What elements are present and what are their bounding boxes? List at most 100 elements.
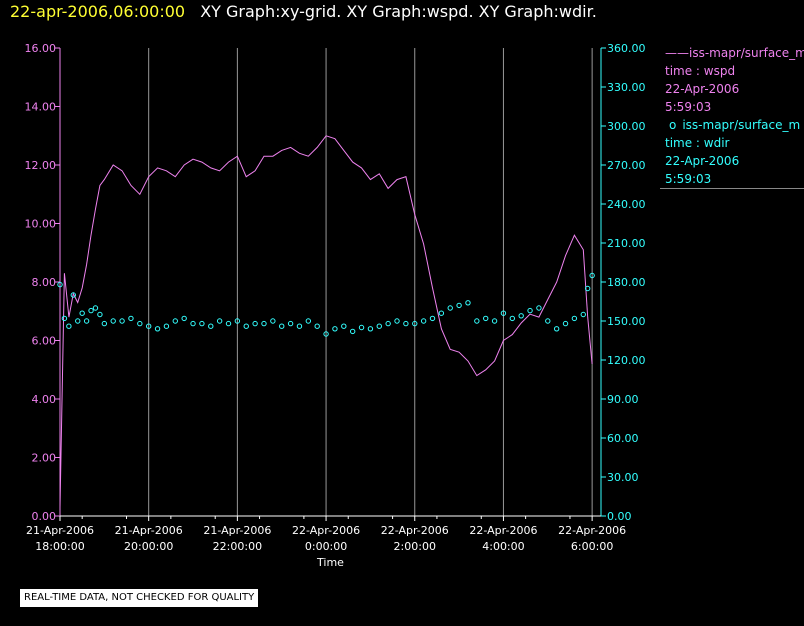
legend-entry-wdir: o iss-mapr/surface_m time : wdir 22-Apr-2… [660,116,804,188]
data-point-wdir [385,320,391,327]
data-point-wdir [208,323,214,329]
data-point-wdir [376,323,382,329]
x-tick-time: 6:00:00 [571,540,613,553]
data-point-wdir [261,320,267,327]
data-point-wdir [181,315,187,322]
axis-layer [55,47,606,521]
data-point-wdir [279,323,285,329]
data-point-wdir [163,323,170,329]
data-point-wdir [57,281,63,288]
data-point-wdir [110,318,116,324]
legend-date: 22-Apr-2006 [665,82,740,96]
left-tick-label: 0.00 [32,510,57,523]
x-tick-time: 22:00:00 [213,540,262,553]
data-point-wdir [341,323,347,329]
right-tick-label: 120.00 [607,354,646,367]
data-point-wdir [584,285,591,292]
data-point-wdir [509,315,516,322]
data-point-wdir [332,326,338,332]
data-point-wdir [500,310,507,316]
legend-series-label: time : wdir [665,136,730,150]
right-tick-label: 60.00 [607,432,639,445]
legend-series-label: time : wspd [665,64,736,78]
right-tick-label: 180.00 [607,276,646,289]
series-layer [57,135,595,508]
x-tick-date: 21-Apr-2006 [26,524,94,537]
x-tick-time: 2:00:00 [394,540,436,553]
data-point-wdir [75,318,81,324]
data-point-wdir [491,318,498,324]
grid-layer [148,48,593,516]
label-layer: 0.00 2.00 4.00 6.00 8.00 10.00 12.00 14.00 16.00… [25,42,646,569]
x-tick-date: 22-Apr-2006 [381,524,449,537]
data-point-wdir [88,307,94,314]
data-point-wdir [349,328,356,335]
data-point-wdir [474,318,480,324]
data-point-wdir [270,318,276,324]
legend-circle-icon: o [669,118,677,132]
data-point-wdir [252,320,258,327]
header-title: XY Graph:xy-grid. XY Graph:wspd. XY Grap… [200,2,597,21]
data-point-wdir [553,326,560,332]
data-point-wdir [429,315,436,322]
legend-date: 22-Apr-2006 [665,154,740,168]
left-tick-label: 2.00 [32,452,57,465]
data-point-wdir [527,307,533,314]
data-point-wdir [571,315,578,322]
data-point-wdir [154,326,161,332]
data-point-wdir [234,318,241,324]
data-point-wdir [190,320,196,327]
legend-separator [660,188,804,189]
data-point-wdir [323,331,329,337]
x-tick-date: 22-Apr-2006 [469,524,537,537]
series-line-wspd [59,135,593,508]
right-tick-label: 300.00 [607,120,646,133]
data-point-wdir [562,320,569,327]
x-tick-time: 20:00:00 [124,540,173,553]
data-point-wdir [92,305,99,311]
header-timestamp: 22-apr-2006,06:00:00 [10,2,186,21]
data-point-wdir [447,305,453,311]
data-point-wdir [518,313,524,319]
data-point-wdir [225,320,232,327]
data-point-wdir [66,323,72,329]
data-point-wdir [358,324,365,331]
legend-time: 5:59:03 [665,100,712,114]
right-tick-label: 0.00 [607,510,632,523]
data-point-wdir [70,292,77,298]
legend-source: iss-mapr/surface_m [682,118,801,132]
data-point-wdir [438,310,445,316]
left-tick-label: 6.00 [32,335,57,348]
data-point-wdir [216,318,223,324]
x-axis-label: Time [316,556,344,569]
left-tick-label: 10.00 [25,218,57,231]
data-point-wdir [465,300,471,306]
data-point-wdir [403,320,409,327]
x-tick-date: 22-Apr-2006 [292,524,360,537]
data-point-wdir [412,320,418,327]
left-tick-label: 12.00 [25,159,57,172]
data-point-wdir [243,323,249,329]
right-tick-label: 240.00 [607,198,646,211]
data-point-wdir [199,320,205,327]
right-tick-label: 330.00 [607,81,646,94]
x-tick-date: 21-Apr-2006 [115,524,183,537]
left-tick-label: 14.00 [25,101,57,114]
legend-line-icon: —— [665,46,689,60]
left-tick-label: 4.00 [32,393,57,406]
legend-source: iss-mapr/surface_m [689,46,804,60]
data-point-wdir [287,320,294,327]
data-point-wdir [145,323,152,329]
data-point-wdir [296,323,303,329]
data-point-wdir [589,272,595,279]
data-point-wdir [483,315,489,322]
x-tick-time: 18:00:00 [35,540,84,553]
data-point-wdir [61,315,68,322]
data-point-wdir [128,315,134,322]
x-tick-time: 0:00:00 [305,540,347,553]
x-tick-time: 4:00:00 [482,540,524,553]
graph-header: 22-apr-2006,06:00:00 XY Graph:xy-grid. X… [10,1,597,25]
data-point-wdir [101,320,108,327]
data-point-wdir [119,318,125,324]
